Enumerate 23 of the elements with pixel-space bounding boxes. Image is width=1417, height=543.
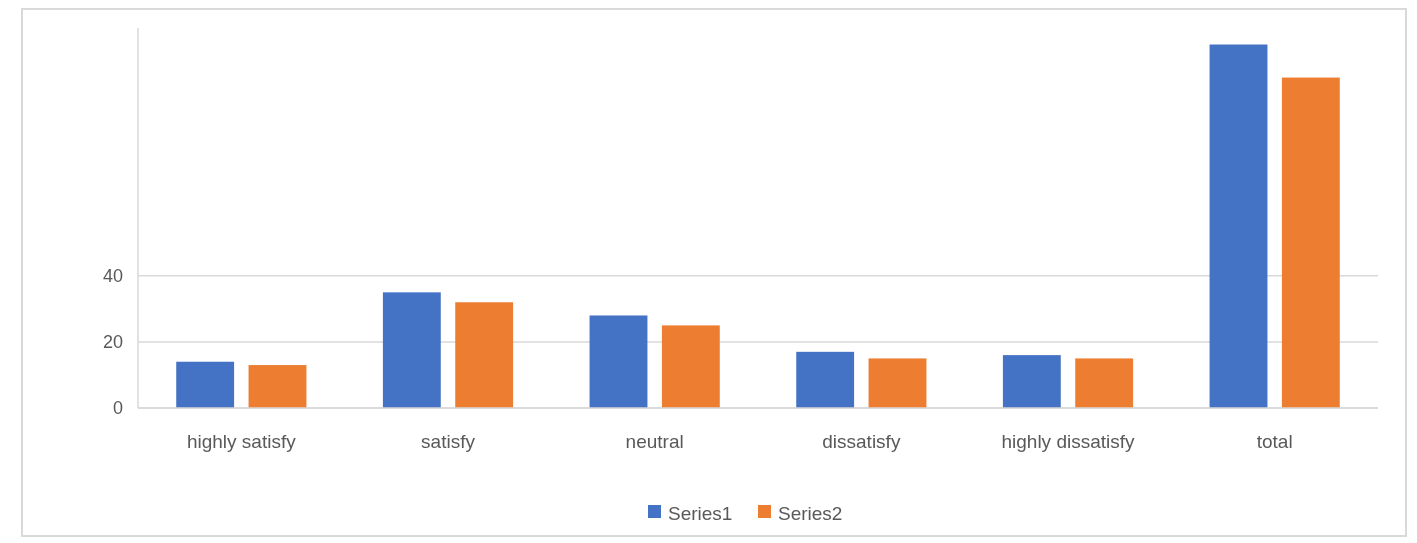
bar [1075, 358, 1134, 408]
x-tick-label: highly satisfy [186, 431, 297, 452]
bar [248, 365, 307, 408]
bar [1002, 355, 1061, 408]
bar [1281, 77, 1340, 408]
bar [661, 325, 720, 408]
x-tick-label: highly dissatisfy [1001, 431, 1136, 452]
y-tick-label: 0 [112, 398, 123, 419]
x-tick-label: neutral [625, 431, 684, 452]
bar [176, 361, 235, 408]
x-tick-label: dissatisfy [822, 431, 901, 452]
legend-label: Series2 [778, 502, 843, 524]
bar [589, 315, 648, 408]
bar [1209, 44, 1268, 408]
y-tick-label: 20 [102, 332, 123, 353]
bar [382, 292, 441, 408]
bar [796, 351, 855, 408]
x-tick-label: total [1256, 431, 1293, 452]
bar [455, 302, 514, 408]
y-tick-label: 40 [102, 266, 123, 287]
bar [868, 358, 927, 408]
x-tick-label: satisfy [421, 431, 476, 452]
legend-label: Series1 [668, 502, 733, 524]
